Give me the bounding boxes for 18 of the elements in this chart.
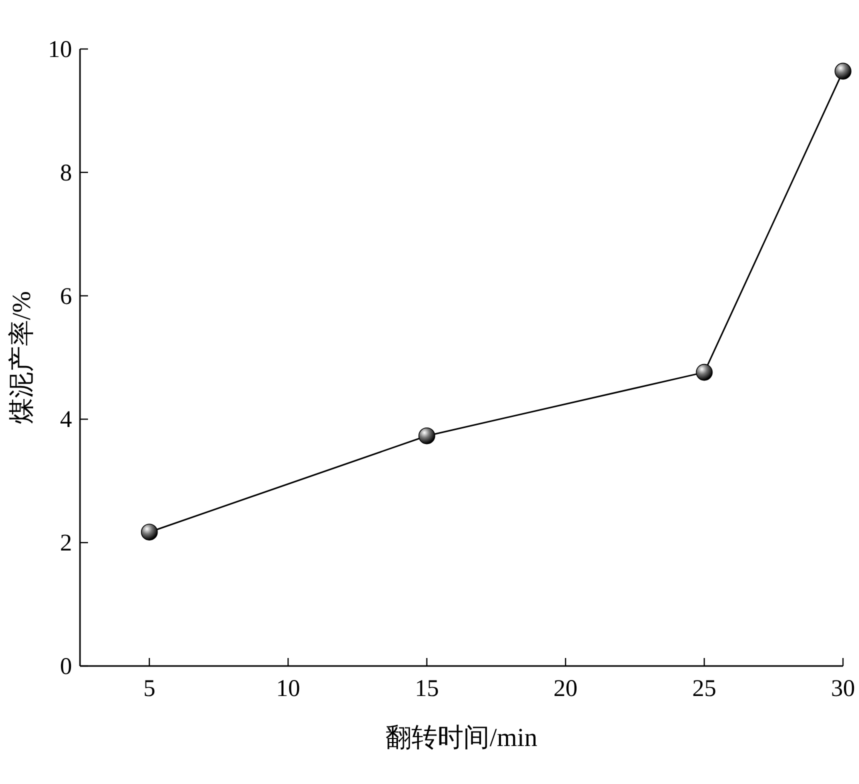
y-tick-label: 0 <box>60 654 72 680</box>
point <box>834 62 852 80</box>
y-tick-label: 6 <box>60 284 72 310</box>
y-tick-label: 4 <box>60 407 72 434</box>
x-tick-label: 5 <box>143 676 156 702</box>
y-tick-label: 2 <box>60 530 72 557</box>
y-axis-title: 煤泥产率/% <box>7 291 36 424</box>
x-axis-title: 翻转时间/min <box>386 723 538 752</box>
x-tick-label: 25 <box>692 676 716 702</box>
x-tick-label: 20 <box>554 676 578 702</box>
x-tick-label: 10 <box>276 676 300 702</box>
point <box>140 524 158 541</box>
x-tick-label: 30 <box>831 676 855 702</box>
point <box>418 427 436 444</box>
y-tick-label: 8 <box>60 160 72 186</box>
point <box>696 364 713 381</box>
x-tick-label: 15 <box>414 676 439 702</box>
y-tick-label: 10 <box>48 37 72 63</box>
